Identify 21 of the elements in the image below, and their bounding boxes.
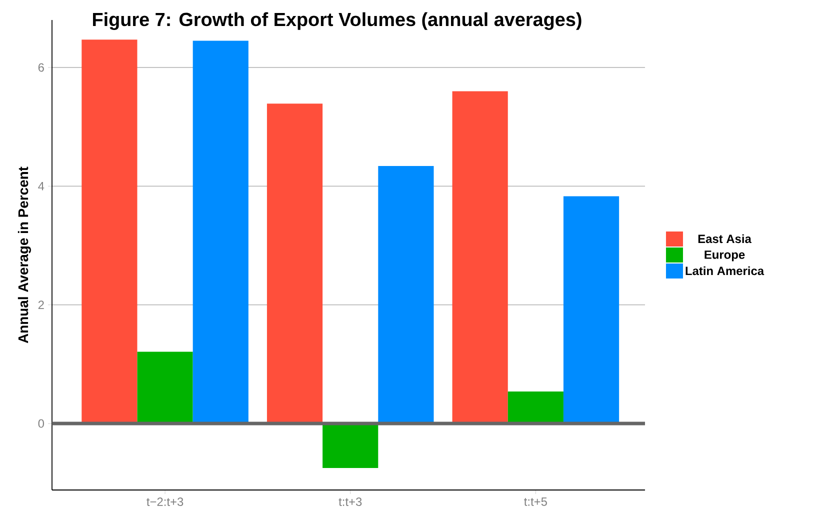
bar bbox=[563, 196, 620, 424]
y-tick-label: 2 bbox=[38, 300, 44, 310]
y-tick-label: 0 bbox=[38, 419, 44, 428]
x-tick-label: t−2:t+3 bbox=[146, 498, 184, 506]
bar bbox=[322, 424, 378, 468]
bar bbox=[82, 40, 138, 424]
bar bbox=[266, 104, 323, 424]
bar bbox=[452, 91, 508, 424]
y-axis-title: Annual Average in Percent bbox=[18, 166, 31, 344]
bar bbox=[137, 352, 193, 424]
legend-label: Latin America bbox=[686, 266, 764, 276]
y-tick-label: 6 bbox=[38, 63, 44, 72]
legend-label: Europe bbox=[704, 250, 745, 262]
legend-label: East Asia bbox=[698, 234, 752, 244]
bar bbox=[378, 166, 434, 424]
bar bbox=[508, 391, 564, 424]
chart-title: Figure 7: Growth of Export Volumes (annual averages) bbox=[93, 12, 582, 30]
x-tick-label: t:t+3 bbox=[338, 498, 362, 506]
bar bbox=[192, 40, 248, 424]
x-tick-label: t:t+5 bbox=[524, 498, 547, 506]
y-tick-label: 4 bbox=[38, 182, 44, 190]
